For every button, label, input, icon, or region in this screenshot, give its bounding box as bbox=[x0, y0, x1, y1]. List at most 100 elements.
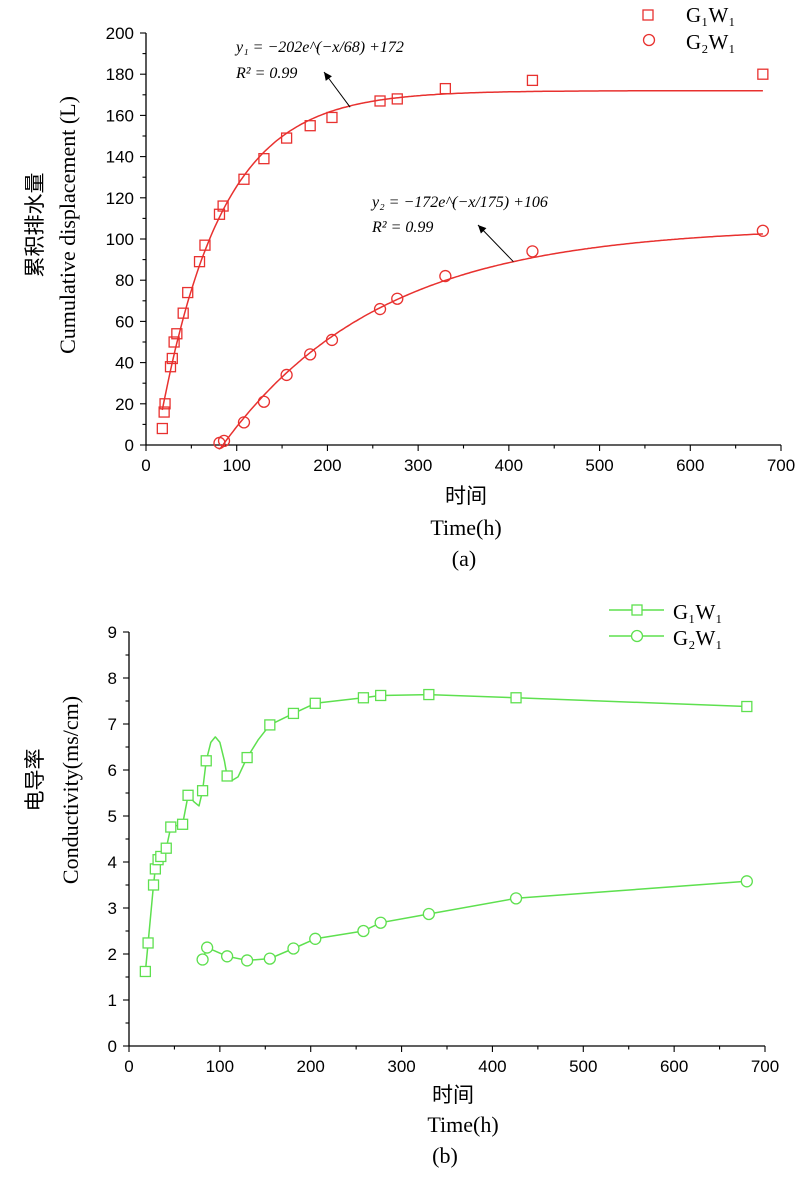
chart-b-ylabel-unit: (ms/cm) bbox=[58, 696, 83, 769]
x-tick-label: 0 bbox=[124, 1057, 133, 1076]
data-point-circle bbox=[357, 924, 370, 938]
data-point-circle bbox=[287, 942, 300, 955]
y-tick-label: 2 bbox=[108, 945, 117, 964]
annotation-arrow-line bbox=[477, 224, 514, 263]
data-point-circle bbox=[217, 434, 231, 448]
chart-b-marks bbox=[139, 688, 753, 978]
data-point-square bbox=[741, 700, 753, 713]
chart-a-axes: 0 100 200 300 400 500 600 700 0 20 40 60 80 100 120 140… bbox=[106, 24, 796, 475]
data-point-square bbox=[166, 352, 178, 365]
data-point-square bbox=[171, 328, 183, 340]
chart-a-equation-1: y₁ = −202e^(−x/68) +172 bbox=[234, 39, 404, 56]
data-point-circle bbox=[263, 952, 276, 965]
data-point-square bbox=[757, 68, 769, 80]
y-tick-label: 1 bbox=[108, 991, 117, 1010]
data-point-square bbox=[193, 256, 206, 268]
x-tick-label: 600 bbox=[676, 456, 704, 475]
y-tick-label: 140 bbox=[106, 148, 134, 167]
x-tick-label: 300 bbox=[404, 456, 432, 475]
data-point-square bbox=[182, 286, 194, 299]
x-tick-label: 200 bbox=[297, 1057, 325, 1076]
data-point-square bbox=[510, 692, 522, 704]
data-point-circle bbox=[422, 907, 435, 921]
y-tick-label: 200 bbox=[106, 24, 134, 43]
x-tick-label: 300 bbox=[387, 1057, 415, 1076]
legend-b-marker-g2w1 bbox=[630, 629, 644, 643]
y-tick-label: 7 bbox=[108, 715, 117, 734]
chart-b-ylabel: Conductivity(ms/cm) bbox=[58, 696, 83, 884]
y-tick-label: 180 bbox=[106, 65, 134, 84]
chart-b-xlabel-text: Time bbox=[427, 1112, 473, 1137]
chart-a-legend: G₁W₁ G₂W₁ bbox=[642, 3, 736, 54]
y-tick-label: 0 bbox=[108, 1037, 117, 1056]
y-tick-label: 60 bbox=[115, 312, 134, 331]
legend-a-label-g2w1: G₂W₁ bbox=[686, 30, 736, 54]
data-point-circle bbox=[304, 348, 317, 361]
chart-panel-b: 0 100 200 300 400 500 600 700 0 1 2 3 4 5 6 7 8 9 G₁W₁ G₂… bbox=[23, 600, 779, 1168]
data-point-square bbox=[241, 751, 253, 764]
fit-curve-2 bbox=[218, 233, 763, 450]
y-tick-label: 100 bbox=[106, 230, 134, 249]
x-tick-label: 500 bbox=[569, 1057, 597, 1076]
data-point-square bbox=[158, 406, 170, 418]
data-point-square bbox=[526, 74, 539, 87]
data-point-square bbox=[287, 707, 300, 720]
data-point-square bbox=[238, 173, 250, 185]
annotation-arrow-head bbox=[324, 72, 332, 81]
data-point-square bbox=[391, 93, 403, 105]
data-point-square bbox=[199, 239, 211, 251]
data-point-circle bbox=[439, 269, 452, 283]
chart-b-legend: G₁W₁ G₂W₁ bbox=[609, 600, 723, 650]
data-point-square bbox=[221, 770, 233, 782]
data-point-square bbox=[304, 120, 316, 132]
x-tick-label: 0 bbox=[141, 456, 150, 475]
chart-a-r2-1: R² = 0.99 bbox=[235, 65, 297, 82]
data-point-square bbox=[142, 937, 154, 949]
data-point-square bbox=[160, 842, 172, 854]
data-point-square bbox=[149, 863, 161, 875]
data-point-circle bbox=[374, 916, 387, 929]
data-point-circle bbox=[309, 932, 322, 945]
legend-a-marker-g1w1 bbox=[642, 9, 654, 21]
data-point-circle bbox=[280, 368, 293, 382]
chart-a-xlabel: Time(h) bbox=[430, 515, 501, 540]
data-point-square bbox=[258, 153, 270, 165]
chart-b-xlabel: Time(h) bbox=[427, 1112, 498, 1137]
data-point-circle bbox=[756, 224, 770, 237]
chart-a-r2-2: R² = 0.99 bbox=[371, 219, 433, 236]
x-tick-label: 400 bbox=[495, 456, 523, 475]
data-point-square bbox=[264, 719, 276, 731]
y-tick-label: 9 bbox=[108, 623, 117, 642]
data-point-square bbox=[159, 398, 171, 410]
y-tick-label: 0 bbox=[125, 436, 134, 455]
legend-a-label-g1w1: G₁W₁ bbox=[686, 3, 736, 27]
data-point-square bbox=[156, 422, 168, 435]
chart-a-xlabel-text: Time bbox=[430, 515, 476, 540]
data-point-square bbox=[182, 789, 194, 801]
y-tick-label: 6 bbox=[108, 761, 117, 780]
chart-a-panel-label: (a) bbox=[452, 546, 476, 571]
data-point-circle bbox=[373, 302, 387, 316]
x-tick-label: 700 bbox=[767, 456, 795, 475]
chart-a-ylabel-cn: 累积排水量 bbox=[23, 173, 47, 278]
chart-a-xlabel-unit: (h) bbox=[476, 515, 502, 540]
y-tick-label: 20 bbox=[115, 395, 134, 414]
data-point-circle bbox=[237, 416, 251, 429]
chart-a-xlabel-cn: 时间 bbox=[445, 484, 487, 508]
x-tick-label: 100 bbox=[206, 1057, 234, 1076]
data-point-circle bbox=[240, 954, 254, 967]
chart-b-xlabel-unit: (h) bbox=[473, 1112, 499, 1137]
data-point-square bbox=[423, 688, 435, 701]
data-point-square bbox=[439, 82, 452, 95]
x-tick-label: 600 bbox=[660, 1057, 688, 1076]
data-point-square bbox=[165, 821, 177, 833]
data-point-square bbox=[200, 755, 212, 767]
data-point-square bbox=[176, 818, 189, 830]
x-tick-label: 700 bbox=[751, 1057, 779, 1076]
data-point-square bbox=[217, 200, 229, 212]
data-point-square bbox=[357, 692, 370, 704]
data-point-square bbox=[213, 208, 226, 220]
data-point-square bbox=[139, 965, 152, 978]
data-point-square bbox=[309, 697, 321, 709]
annotation-arrow-head bbox=[478, 225, 487, 234]
